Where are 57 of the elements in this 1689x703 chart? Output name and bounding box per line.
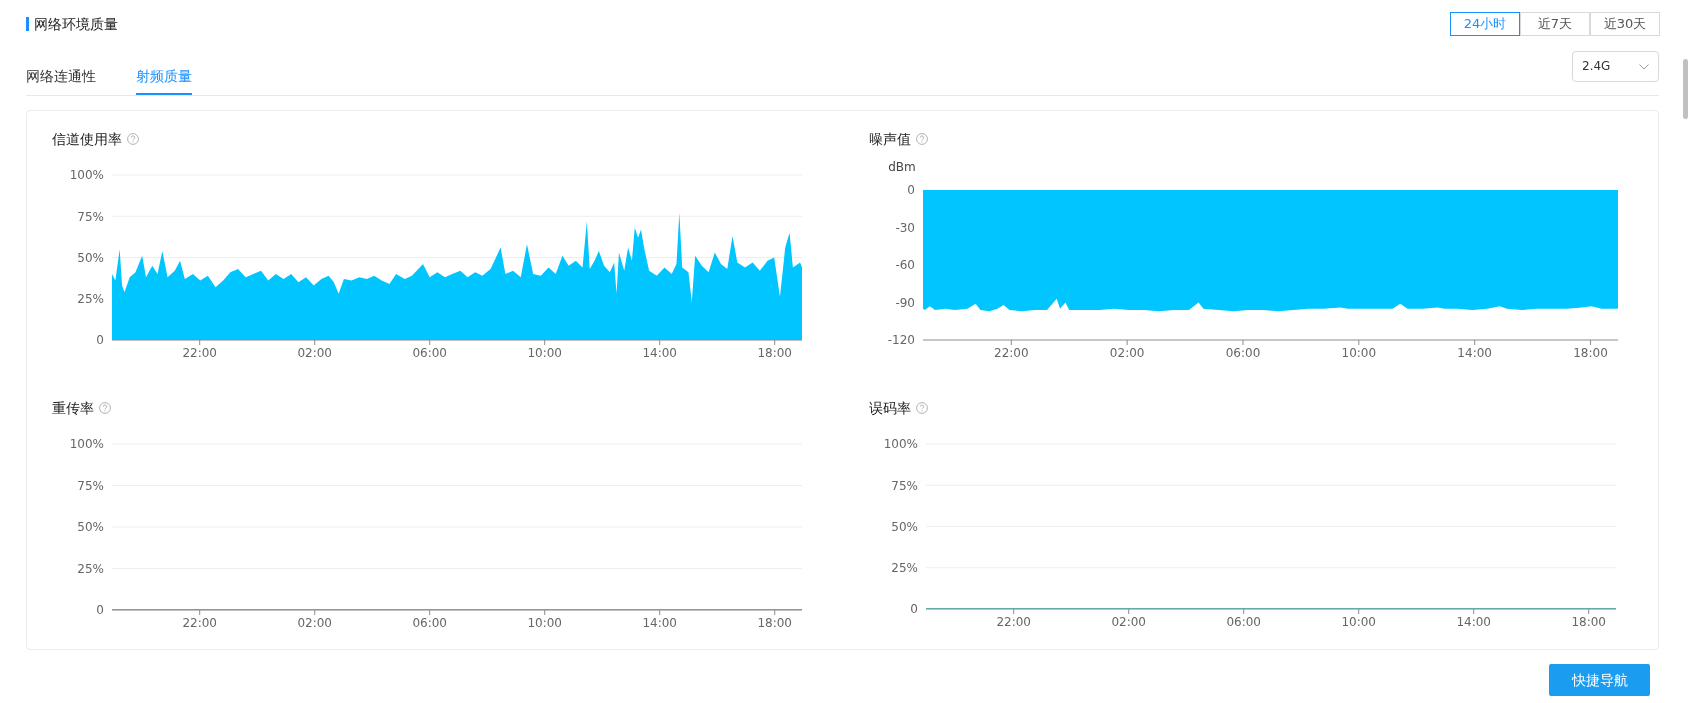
x-tick-label: 10:00	[1341, 345, 1377, 360]
text: 近7天	[1537, 16, 1573, 31]
x-tick-label: 02:00	[1109, 345, 1145, 360]
y-tick-label: 75%	[77, 478, 104, 493]
x-tick-label: 06:00	[1226, 614, 1261, 629]
x-tick-label: 18:00	[1573, 345, 1608, 360]
y-tick-label: 50%	[77, 250, 104, 265]
x-tick-label: 14:00	[1457, 345, 1492, 360]
x-tick-label: 14:00	[1456, 614, 1491, 629]
y-tick-label: -90	[895, 295, 915, 310]
y-tick-label: 100%	[69, 168, 104, 183]
y-tick-label: 0	[910, 602, 918, 617]
x-tick-label: 14:00	[642, 345, 677, 360]
x-tick-label: 22:00	[996, 614, 1031, 629]
x-tick-label: 22:00	[182, 345, 217, 360]
y-tick-label: 100%	[883, 437, 918, 452]
text: 快捷导航	[1571, 672, 1628, 688]
y-tick-label: 0	[96, 333, 104, 348]
chart-title: 重传率	[52, 399, 94, 417]
x-tick-label: 10:00	[527, 345, 562, 360]
text: 网络连通性	[26, 68, 96, 84]
chart-title: 噪声值	[869, 130, 911, 148]
y-tick-label: 0	[907, 183, 915, 198]
y-tick-label: 100%	[69, 437, 104, 452]
y-tick-label: 50%	[77, 520, 104, 535]
y-tick-label: -60	[895, 258, 915, 273]
x-tick-label: 22:00	[182, 615, 217, 630]
x-tick-label: 02:00	[297, 345, 332, 360]
x-tick-label: 06:00	[412, 345, 447, 360]
y-tick-label: 25%	[77, 561, 104, 576]
y-tick-label: 50%	[891, 519, 918, 534]
chart-title: 信道使用率	[52, 130, 122, 148]
x-tick-label: 14:00	[642, 615, 677, 630]
x-tick-label: 02:00	[297, 615, 332, 630]
y-tick-label: -120	[887, 333, 915, 348]
text: 2.4G	[1582, 59, 1611, 74]
y-tick-label: 75%	[891, 478, 918, 493]
text: 网络环境质量	[34, 16, 118, 32]
y-axis-title: dBm	[888, 160, 916, 174]
x-tick-label: 18:00	[757, 615, 792, 630]
y-tick-label: 25%	[891, 561, 918, 576]
x-tick-label: 10:00	[527, 615, 562, 630]
x-tick-label: 06:00	[412, 615, 447, 630]
x-tick-label: 18:00	[757, 345, 792, 360]
x-tick-label: 22:00	[994, 345, 1029, 360]
text: 近30天	[1603, 16, 1647, 31]
text: 24小时	[1463, 16, 1507, 31]
chart-title: 误码率	[869, 399, 911, 417]
y-tick-label: 25%	[77, 292, 104, 307]
x-tick-label: 06:00	[1225, 345, 1261, 360]
x-tick-label: 10:00	[1341, 614, 1376, 629]
x-tick-label: 18:00	[1571, 614, 1606, 629]
text: 射频质量	[136, 68, 192, 84]
y-tick-label: 0	[96, 603, 104, 618]
y-tick-label: -30	[895, 220, 915, 235]
x-tick-label: 02:00	[1111, 614, 1146, 629]
y-tick-label: 75%	[77, 209, 104, 224]
